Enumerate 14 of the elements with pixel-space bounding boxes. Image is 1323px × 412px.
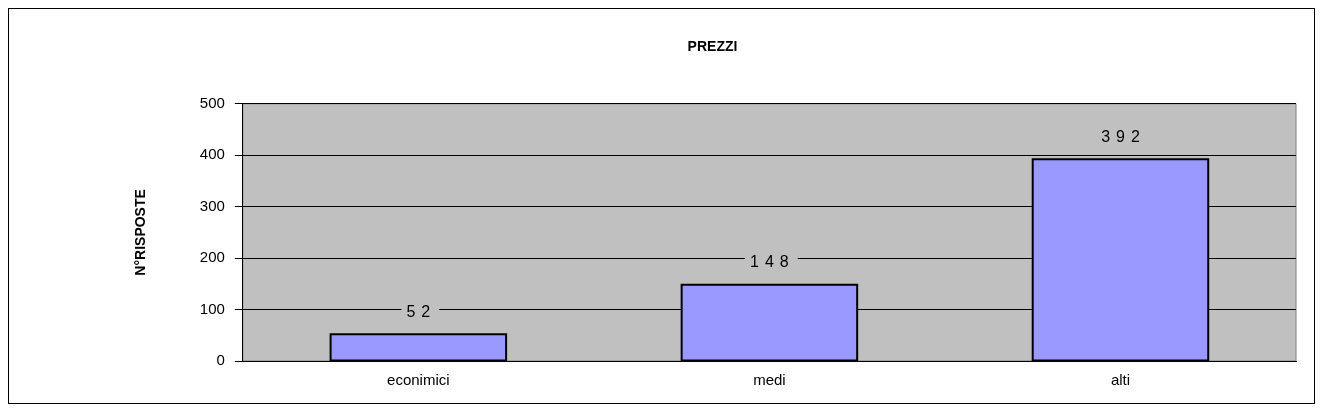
- x-tick-label: econimici: [387, 371, 450, 389]
- data-label: 392: [1101, 127, 1146, 145]
- y-tick-label: 200: [199, 248, 225, 266]
- chart-title: PREZZI: [687, 38, 738, 55]
- data-label: 148: [750, 253, 795, 271]
- x-tick-label: alti: [1110, 371, 1131, 389]
- y-tick-label: 300: [199, 196, 225, 214]
- data-label: 52: [406, 302, 437, 320]
- y-tick-label: 0: [216, 351, 225, 369]
- y-tick-label: 100: [199, 299, 225, 317]
- y-axis-title: N°RISPOSTE: [132, 189, 149, 276]
- y-tick-label: 500: [199, 93, 225, 111]
- x-tick-label: medi: [753, 371, 786, 389]
- y-tick-label: 400: [199, 145, 225, 163]
